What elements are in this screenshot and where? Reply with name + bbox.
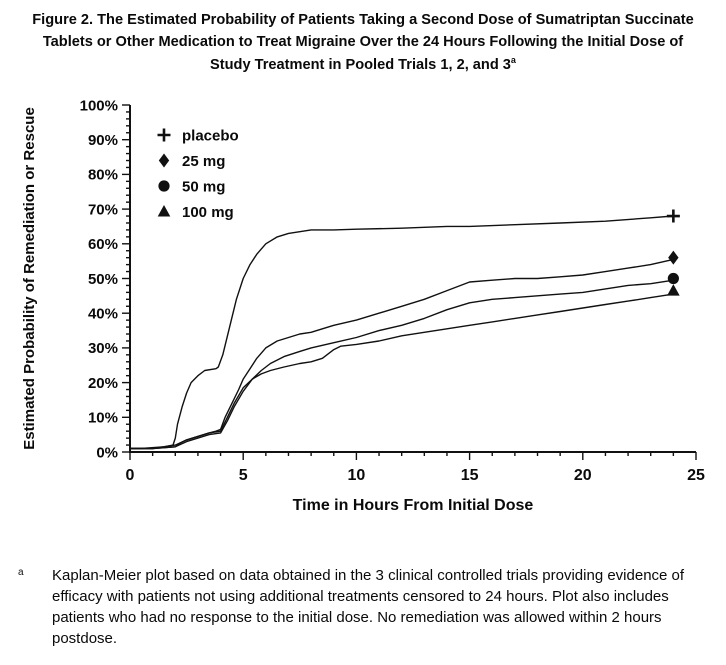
title-superscript: a xyxy=(510,54,516,65)
footnote: a Kaplan-Meier plot based on data obtain… xyxy=(18,565,712,650)
footnote-text: Kaplan-Meier plot based on data obtained… xyxy=(52,566,685,648)
svg-text:80%: 80% xyxy=(88,166,118,183)
end-marker-50-mg xyxy=(667,272,679,284)
figure-title-line-2: Tablets or Other Medication to Treat Mig… xyxy=(42,33,684,50)
svg-text:0: 0 xyxy=(126,467,135,484)
plus-icon xyxy=(157,128,171,142)
legend-item-100-mg: 100 mg xyxy=(157,203,234,220)
series-placebo xyxy=(130,209,680,449)
svg-text:70%: 70% xyxy=(88,201,118,218)
svg-text:15: 15 xyxy=(461,467,479,484)
svg-text:100%: 100% xyxy=(80,97,118,114)
series-25-mg xyxy=(130,250,679,449)
figure-title-line-3: Study Treatment in Pooled Trials 1, 2, a… xyxy=(8,54,718,77)
svg-text:0%: 0% xyxy=(96,444,118,461)
legend-item-25-mg: 25 mg xyxy=(158,152,225,169)
x-axis-label: Time in Hours From Initial Dose xyxy=(293,497,534,514)
triangle-icon xyxy=(157,204,171,217)
y-axis: 0% 10% 20% 30% 40% 50% 60% 70% 80% 90% 100% xyxy=(80,97,130,461)
svg-text:5: 5 xyxy=(239,467,248,484)
svg-text:50%: 50% xyxy=(88,270,118,287)
svg-text:10%: 10% xyxy=(88,409,118,426)
y-axis-label: Estimated Probability of Remediation or … xyxy=(21,107,38,450)
legend-label: 50 mg xyxy=(182,178,225,195)
svg-text:40%: 40% xyxy=(88,305,118,322)
legend-label: placebo xyxy=(182,127,239,144)
axes xyxy=(129,104,696,453)
legend: placebo 25 mg 50 mg 100 mg xyxy=(157,127,239,220)
circle-icon xyxy=(158,179,170,192)
end-marker-25-mg xyxy=(668,250,679,265)
svg-text:20%: 20% xyxy=(88,374,118,391)
kaplan-meier-plot-svg: 0% 10% 20% 30% 40% 50% 60% 70% 80% 90% 100% 0 5 10 15 2… xyxy=(21,97,705,514)
series-100-mg xyxy=(130,283,680,449)
kaplan-meier-chart: 0% 10% 20% 30% 40% 50% 60% 70% 80% 90% 100% 0 5 10 15 2… xyxy=(8,89,726,539)
end-marker-placebo xyxy=(666,209,680,223)
legend-label: 100 mg xyxy=(182,203,234,220)
svg-text:30%: 30% xyxy=(88,340,118,357)
diamond-icon xyxy=(158,153,170,168)
series-50-mg xyxy=(130,272,679,449)
figure-title: Figure 2. The Estimated Probability of P… xyxy=(8,10,718,77)
figure-title-line-1: Figure 2. The Estimated Probability of P… xyxy=(32,12,694,28)
legend-item-50-mg: 50 mg xyxy=(158,178,225,195)
figure-title-line-3-text: Study Treatment in Pooled Trials 1, 2, a… xyxy=(210,56,511,73)
svg-text:25: 25 xyxy=(687,467,705,484)
x-axis: 0 5 10 15 20 25 xyxy=(126,451,705,484)
footnote-marker: a xyxy=(18,566,24,578)
end-marker-100-mg xyxy=(667,283,680,296)
legend-item-placebo: placebo xyxy=(157,127,239,144)
svg-text:10: 10 xyxy=(348,467,366,484)
svg-text:20: 20 xyxy=(574,467,592,484)
svg-text:60%: 60% xyxy=(88,236,118,253)
legend-label: 25 mg xyxy=(182,152,225,169)
svg-text:90%: 90% xyxy=(88,131,118,148)
